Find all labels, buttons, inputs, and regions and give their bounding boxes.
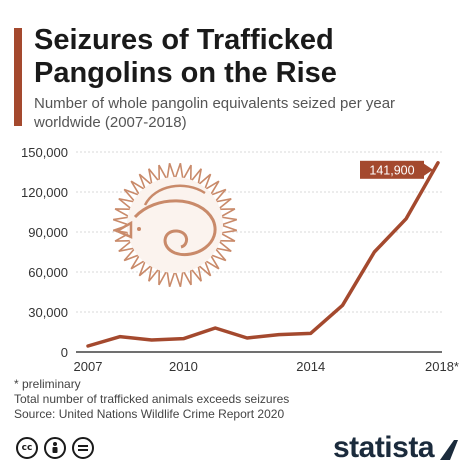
annotation-label: 141,900 [369,163,414,177]
series-line [86,161,440,348]
y-tick-label: 0 [61,345,68,360]
person-icon[interactable] [44,437,66,459]
logo-mark-icon [440,440,458,460]
equals-icon[interactable] [72,437,94,459]
cc-icon[interactable]: cc [16,437,38,459]
x-tick-label: 2007 [74,359,103,374]
annotation-pointer [424,163,433,176]
page-title: Seizures of Trafficked Pangolins on the … [34,24,337,89]
y-tick-label: 120,000 [21,185,68,200]
x-tick-label: 2018* [425,359,459,374]
source-note: Source: United Nations Wildlife Crime Re… [14,407,285,421]
annotation-layer: 141,900 [360,160,433,179]
y-tick-label: 90,000 [28,225,68,240]
bottom-bar: cc statista [0,427,474,474]
y-tick-label: 30,000 [28,305,68,320]
x-tick-label: 2010 [169,359,198,374]
series-layer [86,161,440,348]
footnote-preliminary: * preliminary [14,377,81,391]
statista-logo[interactable]: statista [333,431,460,465]
page-subtitle: Number of whole pangolin equivalents sei… [34,95,396,131]
x-tick-label: 2014 [296,359,325,374]
y-tick-label: 150,000 [21,145,68,160]
pangolin-illustration [112,162,238,288]
title-accent-bar [14,28,22,126]
annotation-box [360,160,424,179]
footer-notes: * preliminary Total number of trafficked… [14,377,289,422]
footnote-total: Total number of trafficked animals excee… [14,392,290,406]
axis-layer: 0 30,000 60,000 90,000 120,000 150,000 2007 201… [21,145,459,374]
license-icons: cc [16,437,94,459]
logo-text: statista [332,431,435,464]
y-tick-label: 60,000 [28,265,68,280]
